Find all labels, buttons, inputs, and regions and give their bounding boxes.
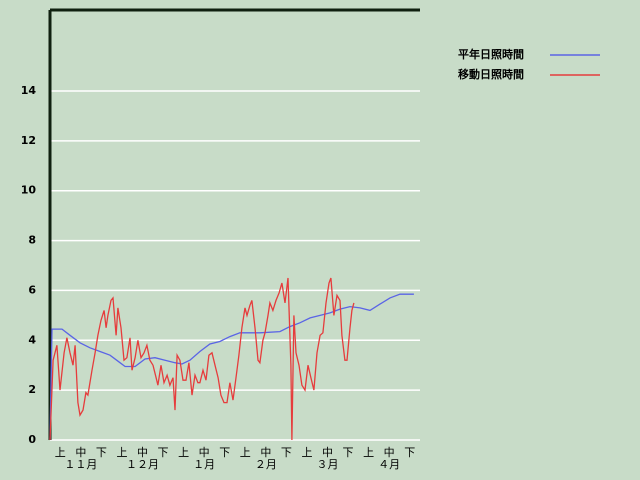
- x-tick-label: 上: [363, 446, 374, 459]
- x-tick-label: 下: [404, 446, 415, 459]
- x-tick-label: 下: [219, 446, 230, 459]
- x-tick-label: 中: [137, 446, 148, 459]
- series-line: [49, 293, 414, 441]
- y-tick-label: 8: [28, 234, 36, 247]
- x-tick-label: 中: [384, 446, 395, 459]
- x-tick-label: 上: [301, 446, 312, 459]
- month-label: ３月: [317, 458, 339, 471]
- x-tick-label: 中: [199, 446, 210, 459]
- x-tick-label: 上: [240, 446, 251, 459]
- x-tick-label: 下: [96, 446, 107, 459]
- y-tick-label: 0: [28, 433, 36, 446]
- x-tick-label: 上: [55, 446, 66, 459]
- x-tick-label: 上: [116, 446, 127, 459]
- y-tick-label: 12: [21, 134, 36, 147]
- y-tick-label: 14: [21, 84, 37, 97]
- x-tick-label: 中: [75, 446, 86, 459]
- series-line: [49, 277, 355, 441]
- y-tick-label: 6: [28, 283, 36, 296]
- month-label: １２月: [126, 458, 159, 471]
- x-tick-label: 上: [178, 446, 189, 459]
- y-tick-label: 4: [28, 333, 36, 346]
- x-tick-label: 中: [322, 446, 333, 459]
- x-tick-label: 下: [281, 446, 292, 459]
- legend-label: 平年日照時間: [458, 47, 524, 61]
- y-tick-label: 10: [21, 184, 37, 197]
- legend-label: 移動日照時間: [458, 67, 524, 81]
- month-label: １月: [193, 458, 215, 471]
- x-tick-label: 下: [158, 446, 169, 459]
- y-tick-label: 2: [28, 383, 36, 396]
- month-label: １１月: [64, 458, 97, 471]
- month-label: ４月: [378, 458, 400, 471]
- x-tick-label: 中: [260, 446, 271, 459]
- month-label: ２月: [255, 458, 277, 471]
- x-tick-label: 下: [343, 446, 354, 459]
